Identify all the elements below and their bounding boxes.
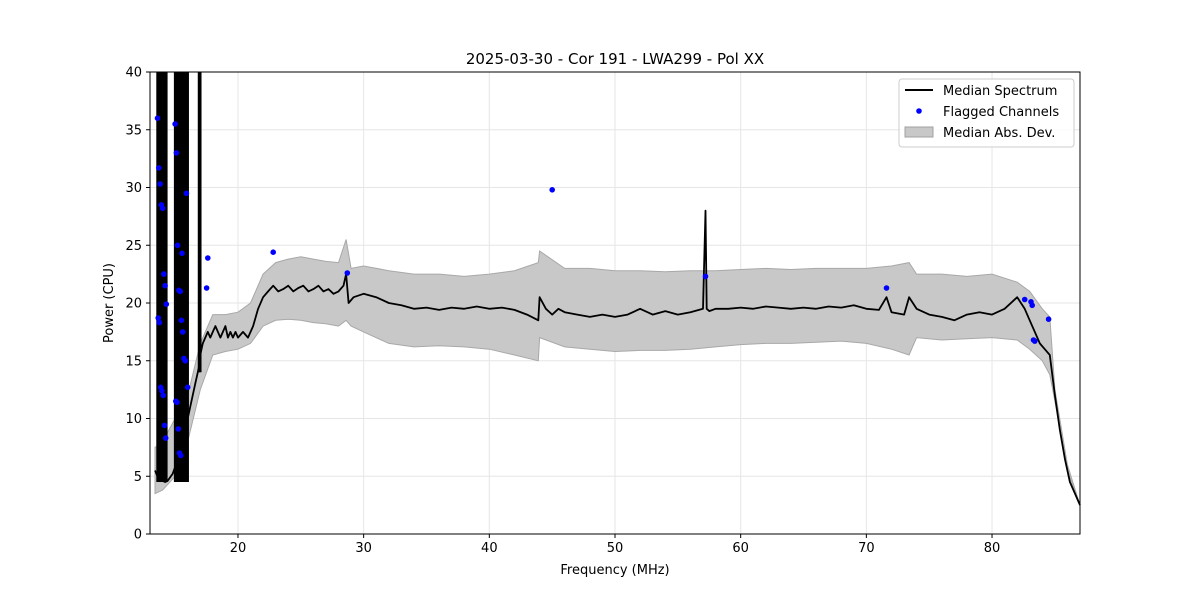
legend-band-swatch: [904, 126, 934, 138]
flagged-channel-point: [159, 388, 165, 394]
flagged-channel-point: [156, 165, 162, 171]
flagged-channel-point: [172, 121, 178, 127]
x-tick-label: 20: [230, 541, 247, 556]
y-tick-label: 40: [125, 66, 142, 81]
flagged-channel-point: [154, 115, 161, 121]
flagged-channel-point: [160, 392, 166, 399]
flagged-channel-point: [178, 317, 185, 324]
y-tick-label: 25: [125, 239, 142, 254]
flagged-channel-point: [1029, 302, 1035, 309]
flagged-channel-point: [205, 255, 211, 261]
flagged-channel-point: [177, 288, 183, 295]
x-tick-label: 50: [607, 541, 624, 556]
y-tick-label: 15: [125, 354, 142, 369]
flagged-channel-point: [549, 187, 555, 193]
flagged-channel-point: [179, 250, 185, 257]
x-tick-label: 40: [481, 541, 498, 556]
flagged-channel-point: [163, 301, 170, 308]
flagged-channel-point: [1021, 296, 1028, 303]
spike-layer: [156, 72, 202, 483]
legend-label-mad: Median Abs. Dev.: [943, 126, 1055, 141]
flagged-channel-point: [182, 358, 188, 364]
y-tick-label: 30: [125, 181, 142, 196]
flagged-channel-point: [179, 329, 186, 335]
flagged-channel-point: [178, 452, 184, 459]
x-tick-label: 80: [984, 541, 1001, 556]
flagged-channel-point: [162, 435, 169, 441]
flagged-channel-point: [157, 181, 163, 187]
flagged-channel-point: [184, 384, 191, 391]
flagged-channel-point: [174, 399, 180, 406]
flagged-channel-point: [156, 319, 163, 326]
y-tick-label: 20: [125, 297, 142, 312]
flagged-channel-point: [161, 271, 167, 277]
flagged-channel-point: [174, 242, 181, 249]
x-axis-label: Frequency (MHz): [560, 563, 669, 578]
flagged-channel-point: [270, 249, 277, 255]
flagged-channel-point: [162, 282, 168, 289]
x-tick-label: 30: [355, 541, 372, 556]
flagged-channel-point: [175, 426, 182, 432]
flagged-channel-point: [702, 273, 709, 280]
flagged-channel-point: [155, 315, 161, 321]
legend-label-flagged: Flagged Channels: [943, 105, 1059, 120]
y-tick-label: 0: [134, 528, 142, 543]
axis-ticks: 20 30 40 50 60 70 80 0 5 10 15 20 25 30 35 40: [125, 66, 1000, 557]
y-tick-label: 5: [134, 470, 142, 485]
flagged-channel-point: [159, 205, 166, 212]
legend: Median Spectrum Flagged Channels Median …: [898, 78, 1075, 148]
median-line-layer: [154, 209, 1081, 506]
flagged-points-layer: [154, 115, 1052, 459]
legend-box: [898, 78, 1075, 148]
flagged-channel-point: [1032, 338, 1038, 344]
x-tick-label: 70: [858, 541, 875, 556]
legend-point-swatch: [916, 108, 922, 114]
flagged-channel-point: [344, 270, 351, 276]
legend-label-median: Median Spectrum: [943, 84, 1057, 99]
chart-title: 2025-03-30 - Cor 191 - LWA299 - Pol XX: [466, 50, 764, 68]
x-tick-label: 60: [732, 541, 749, 556]
y-axis-label: Power (CPU): [102, 263, 117, 343]
flagged-channel-point: [161, 422, 168, 429]
flagged-channel-point: [183, 190, 190, 197]
median-spectrum-line: [154, 209, 1081, 506]
y-tick-label: 10: [125, 412, 142, 427]
flagged-channel-point: [883, 285, 890, 291]
flagged-channel-point: [173, 150, 180, 156]
y-tick-label: 35: [125, 123, 142, 138]
flagged-channel-point: [203, 285, 210, 291]
flagged-channel-point: [1045, 316, 1052, 323]
